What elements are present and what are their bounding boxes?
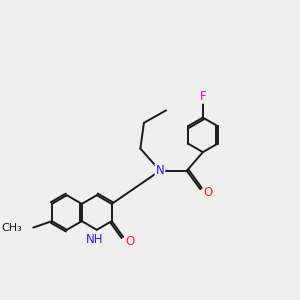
Text: CH₃: CH₃: [1, 223, 22, 232]
Text: O: O: [204, 186, 213, 200]
Text: O: O: [125, 235, 134, 248]
Text: N: N: [156, 164, 164, 177]
Text: F: F: [200, 90, 206, 103]
Text: NH: NH: [86, 233, 104, 246]
